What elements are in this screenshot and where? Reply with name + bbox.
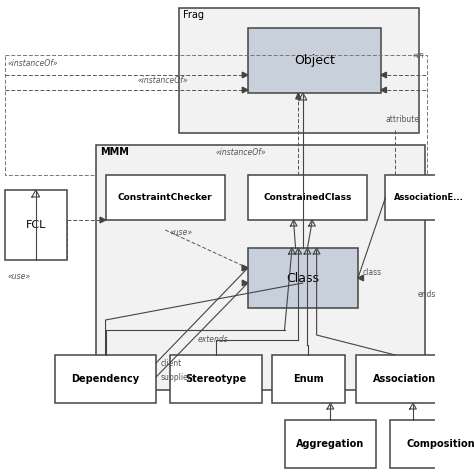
Text: Enum: Enum [293, 374, 324, 384]
Text: «instanceOf»: «instanceOf» [216, 148, 266, 157]
Text: «instanceOf»: «instanceOf» [137, 76, 188, 85]
Text: «use»: «use» [170, 228, 193, 237]
Polygon shape [242, 265, 248, 271]
Bar [284, 420, 376, 468]
Polygon shape [100, 217, 106, 223]
Text: Association: Association [373, 374, 436, 384]
Bar [248, 248, 358, 308]
Text: ConstraintChecker: ConstraintChecker [118, 193, 212, 202]
Text: «use»: «use» [7, 272, 30, 281]
Bar [5, 55, 427, 175]
Text: AssociationE...: AssociationE... [394, 193, 464, 202]
Text: «instanceOf»: «instanceOf» [7, 59, 58, 68]
Bar [385, 175, 473, 220]
Polygon shape [358, 275, 364, 281]
Text: attribute: attribute [385, 115, 419, 124]
Text: supplier: supplier [161, 373, 191, 382]
Text: class: class [363, 268, 382, 277]
Text: FCL: FCL [26, 220, 46, 230]
Text: Composition: Composition [406, 439, 474, 449]
Text: Frag: Frag [182, 10, 204, 20]
Text: extends: extends [197, 335, 228, 344]
Text: Object: Object [294, 54, 335, 67]
Text: Stereotype: Stereotype [185, 374, 246, 384]
Bar [248, 28, 381, 93]
Text: Dependency: Dependency [72, 374, 140, 384]
Text: Aggregation: Aggregation [296, 439, 365, 449]
Bar [272, 355, 345, 403]
Bar [55, 355, 156, 403]
Polygon shape [296, 93, 301, 99]
Polygon shape [242, 72, 248, 78]
Polygon shape [242, 87, 248, 93]
Polygon shape [242, 280, 248, 286]
Bar [5, 190, 67, 260]
Polygon shape [381, 72, 386, 78]
Text: Class: Class [286, 272, 319, 284]
Polygon shape [381, 87, 386, 93]
Bar [390, 420, 474, 468]
Text: ends: ends [418, 290, 436, 299]
Bar [179, 8, 419, 133]
Text: «in: «in [413, 51, 425, 60]
Text: client: client [161, 359, 182, 368]
Bar [106, 175, 225, 220]
Text: MMM: MMM [100, 147, 129, 157]
Bar [248, 175, 367, 220]
Bar [96, 145, 425, 390]
Bar [356, 355, 453, 403]
Text: ConstrainedClass: ConstrainedClass [263, 193, 352, 202]
Bar [170, 355, 262, 403]
Polygon shape [242, 265, 248, 271]
